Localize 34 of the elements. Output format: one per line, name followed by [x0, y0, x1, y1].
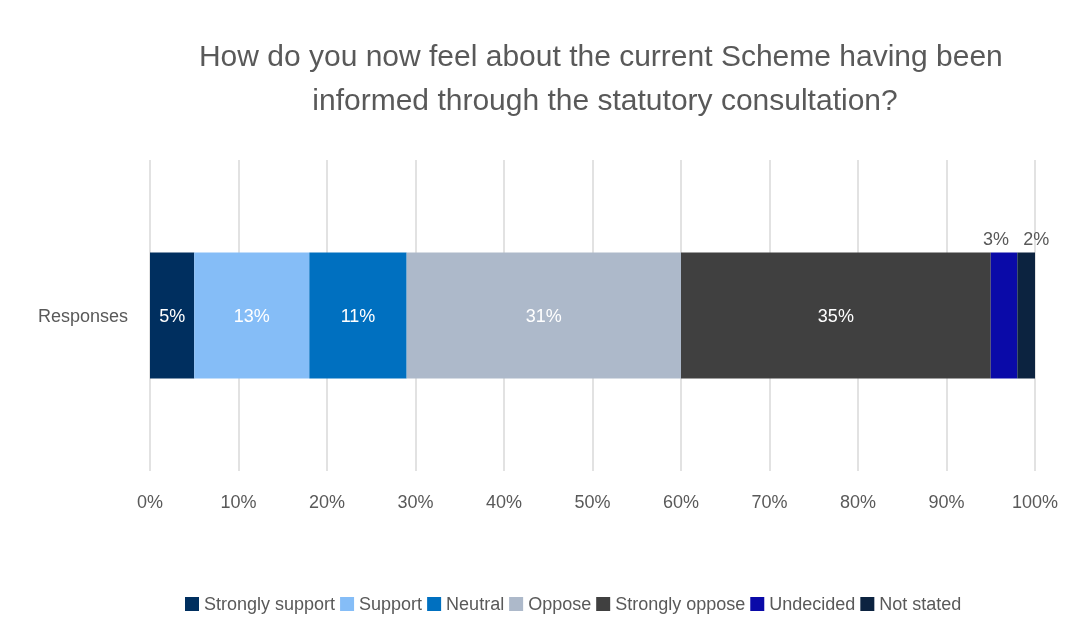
x-tick-label: 10% — [220, 492, 257, 512]
bar — [1017, 252, 1035, 379]
data-label: 3% — [983, 228, 1010, 249]
data-label: 13% — [233, 305, 270, 326]
bar — [309, 252, 407, 379]
legend-label: Strongly oppose — [615, 594, 746, 614]
x-tick-label: 0% — [136, 492, 164, 512]
x-tick-label: 40% — [485, 492, 523, 512]
data-label: 2% — [1023, 228, 1050, 249]
y-tick-label: Responses — [37, 305, 128, 326]
x-tick-label: 30% — [397, 492, 434, 512]
legend-label: Oppose — [528, 594, 592, 614]
x-tick-label: 100% — [1011, 492, 1059, 512]
legend-label: Neutral — [446, 594, 505, 614]
x-tick-label: 70% — [751, 492, 788, 512]
bar — [990, 252, 1018, 379]
legend-label: Strongly support — [204, 594, 336, 614]
chart-title: How do you now feel about the current Scheme having been informed through the statutory consultation? — [198, 38, 1012, 116]
data-label: 35% — [817, 305, 854, 326]
x-tick-label: 50% — [574, 492, 611, 512]
legend-label: Not stated — [879, 594, 962, 614]
data-label: 11% — [340, 305, 376, 326]
bar — [194, 252, 310, 379]
bar — [150, 252, 195, 379]
x-tick-label: 20% — [308, 492, 346, 512]
data-label: 31% — [525, 305, 562, 326]
x-tick-label: 60% — [662, 492, 700, 512]
data-label: 5% — [159, 305, 186, 326]
bar — [681, 252, 991, 379]
bar — [406, 252, 681, 379]
legend-label: Undecided — [769, 594, 856, 614]
legend-label: Support — [359, 594, 423, 614]
x-tick-label: 90% — [928, 492, 965, 512]
x-tick-label: 80% — [839, 492, 877, 512]
